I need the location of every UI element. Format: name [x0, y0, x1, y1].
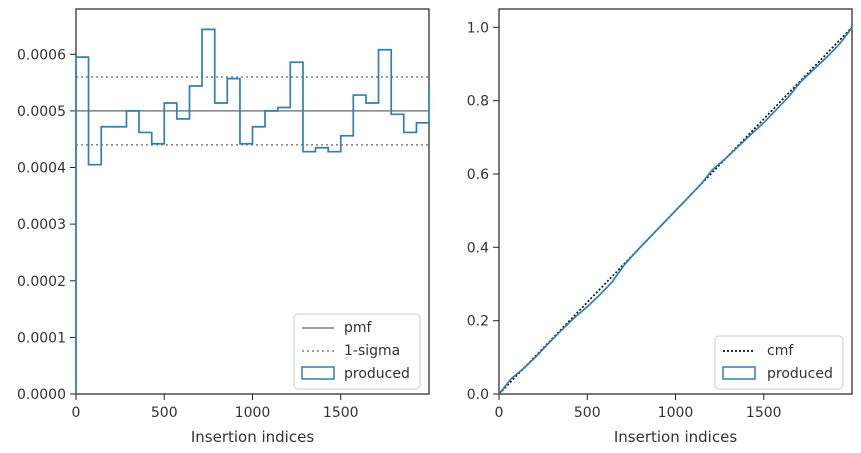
pmf-legend-pmf-label: pmf — [344, 320, 373, 336]
pmf-legend-produced-swatch — [301, 366, 335, 380]
cmf-y-tick-label: 0.8 — [467, 94, 489, 110]
pmf-x-tick-label: 500 — [151, 405, 178, 421]
cmf-x-tick-label: 1500 — [746, 405, 782, 421]
cmf-legend-produced-label: produced — [767, 366, 833, 382]
cmf-panel: 0 500 1000 1500 0.0 0.2 0.4 0.6 0.8 1.0 … — [467, 8, 853, 446]
cmf-y-tick-label: 0.2 — [467, 314, 489, 330]
cmf-x-tick-label: 0 — [495, 405, 504, 421]
pmf-y-tick-label: 0.0005 — [17, 104, 66, 120]
produced-step-line — [75, 28, 430, 394]
pmf-y-tick-label: 0.0004 — [17, 161, 66, 177]
pmf-y-tick-label: 0.0002 — [17, 274, 66, 290]
cmf-y-tick-label: 1.0 — [467, 20, 489, 36]
cmf-y-tick-label: 0.4 — [467, 240, 489, 256]
pmf-panel: 0 500 1000 1500 0.0000 0.0001 0.0002 0.0… — [17, 8, 430, 446]
cmf-legend: cmf produced — [714, 335, 844, 390]
cmf-plot-area — [498, 8, 853, 395]
pmf-x-axis-label: Insertion indices — [191, 428, 314, 446]
produced-cumulative-line — [498, 27, 853, 395]
cmf-x-tick-label: 500 — [574, 405, 601, 421]
pmf-y-tick-label: 0.0001 — [17, 330, 66, 346]
cmf-legend-box — [714, 335, 844, 390]
pmf-x-tick-label: 1500 — [323, 405, 359, 421]
cmf-legend-cmf-label: cmf — [767, 343, 794, 359]
pmf-x-tick-labels: 0 500 1000 1500 — [72, 405, 359, 421]
cmf-y-tick-labels: 0.0 0.2 0.4 0.6 0.8 1.0 — [467, 20, 489, 403]
pmf-y-tick-label: 0.0000 — [17, 387, 66, 403]
cmf-x-tick-labels: 0 500 1000 1500 — [495, 405, 782, 421]
pmf-y-tick-labels: 0.0000 0.0001 0.0002 0.0003 0.0004 0.000… — [17, 47, 66, 403]
pmf-y-tick-label: 0.0006 — [17, 47, 66, 63]
cmf-y-tick-label: 0.6 — [467, 167, 489, 183]
pmf-legend-produced-label: produced — [344, 366, 410, 382]
cmf-axis-ticks — [493, 26, 765, 400]
pmf-legend-box — [293, 313, 421, 390]
cmf-x-tick-label: 1000 — [658, 405, 694, 421]
pmf-x-tick-label: 1000 — [235, 405, 271, 421]
pmf-axis-ticks — [70, 53, 342, 400]
pmf-legend: pmf 1-sigma produced — [293, 313, 421, 390]
pmf-x-tick-label: 0 — [72, 405, 81, 421]
pmf-legend-sigma-label: 1-sigma — [344, 343, 400, 359]
cmf-legend-produced-swatch — [722, 366, 756, 380]
pmf-y-tick-label: 0.0003 — [17, 217, 66, 233]
cmf-x-axis-label: Insertion indices — [614, 428, 737, 446]
cmf-y-tick-label: 0.0 — [467, 387, 489, 403]
